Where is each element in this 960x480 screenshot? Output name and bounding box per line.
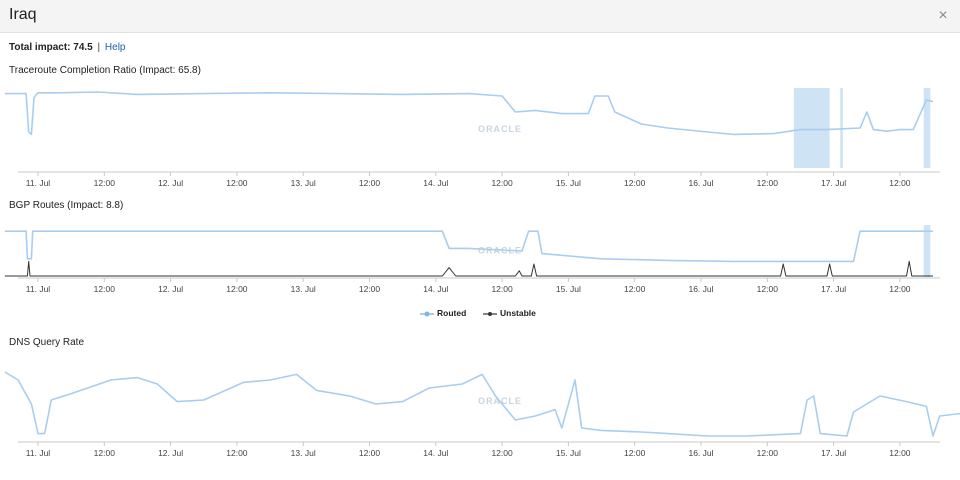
x-tick-label: 11. Jul <box>26 178 51 188</box>
x-tick-label: 13. Jul <box>291 178 316 188</box>
x-tick-label: 17. Jul <box>821 448 846 458</box>
traceroute-chart-title: Traceroute Completion Ratio (Impact: 65.… <box>9 65 201 76</box>
x-tick-label: 11. Jul <box>26 448 51 458</box>
x-tick-label: 16. Jul <box>688 178 713 188</box>
oracle-watermark: ORACLE <box>478 124 522 134</box>
series-line-main <box>4 91 934 136</box>
x-tick-label: 12:00 <box>226 284 248 294</box>
x-tick-label: 12:00 <box>624 284 646 294</box>
x-tick-label: 15. Jul <box>556 448 581 458</box>
total-impact-label: Total impact: 74.5 <box>9 42 93 53</box>
close-icon[interactable]: × <box>938 7 948 24</box>
x-tick-label: 12:00 <box>889 284 911 294</box>
legend-routed[interactable]: Routed <box>420 308 466 318</box>
series-line-unstable <box>4 260 933 277</box>
x-tick-label: 12:00 <box>226 448 248 458</box>
shaded-range-2 <box>923 88 931 168</box>
x-tick-label: 12:00 <box>94 284 116 294</box>
series-line-main <box>4 371 960 437</box>
x-tick-label: 12:00 <box>757 448 779 458</box>
x-tick-label: 13. Jul <box>291 284 316 294</box>
legend-routed-label: Routed <box>437 308 467 318</box>
bgp-legend: Routed Unstable <box>0 308 960 322</box>
x-tick-label: 12:00 <box>94 178 116 188</box>
x-tick-label: 12:00 <box>624 448 646 458</box>
x-tick-label: 15. Jul <box>556 178 581 188</box>
x-tick-label: 12. Jul <box>158 448 183 458</box>
x-tick-label: 11. Jul <box>26 284 51 294</box>
x-tick-label: 12:00 <box>624 178 646 188</box>
x-tick-label: 17. Jul <box>821 178 846 188</box>
x-tick-label: 12:00 <box>359 178 381 188</box>
window-title: Iraq <box>9 6 37 23</box>
x-tick-label: 12:00 <box>889 448 911 458</box>
window-titlebar: Iraq × <box>0 0 960 33</box>
x-tick-label: 14. Jul <box>423 448 448 458</box>
legend-unstable-swatch <box>483 311 497 316</box>
x-tick-label: 12. Jul <box>158 284 183 294</box>
dns-chart-title: DNS Query Rate <box>9 337 85 348</box>
help-link[interactable]: Help <box>104 42 126 53</box>
total-impact-line: Total impact: 74.5 | Help <box>9 42 125 53</box>
separator: | <box>97 42 101 53</box>
x-tick-label: 16. Jul <box>688 448 713 458</box>
x-tick-label: 15. Jul <box>556 284 581 294</box>
shaded-range-0 <box>923 225 931 277</box>
x-tick-label: 12:00 <box>757 284 779 294</box>
legend-routed-swatch <box>420 311 434 317</box>
series-line-routed <box>4 230 933 263</box>
x-tick-label: 12. Jul <box>158 178 183 188</box>
traceroute-chart[interactable]: ORACLE 11. Jul 12:00 12. Jul 12:00 13. Jul 12:… <box>0 80 960 200</box>
x-tick-label: 14. Jul <box>423 178 448 188</box>
x-tick-label: 12:00 <box>94 448 116 458</box>
x-tick-label: 16. Jul <box>688 284 713 294</box>
x-tick-label: 14. Jul <box>423 284 448 294</box>
legend-unstable[interactable]: Unstable <box>483 308 536 318</box>
x-tick-label: 12:00 <box>889 178 911 188</box>
x-tick-label: 12:00 <box>226 178 248 188</box>
x-tick-label: 12:00 <box>491 178 513 188</box>
x-tick-label: 13. Jul <box>291 448 316 458</box>
legend-unstable-label: Unstable <box>500 308 536 318</box>
x-tick-label: 17. Jul <box>821 284 846 294</box>
x-tick-label: 12:00 <box>757 178 779 188</box>
x-tick-label: 12:00 <box>359 448 381 458</box>
x-tick-label: 12:00 <box>359 284 381 294</box>
shaded-range-0 <box>793 88 830 168</box>
bgp-chart-title: BGP Routes (Impact: 8.8) <box>9 200 124 211</box>
shaded-range-1 <box>840 88 843 168</box>
x-tick-label: 12:00 <box>491 284 513 294</box>
x-tick-label: 12:00 <box>491 448 513 458</box>
